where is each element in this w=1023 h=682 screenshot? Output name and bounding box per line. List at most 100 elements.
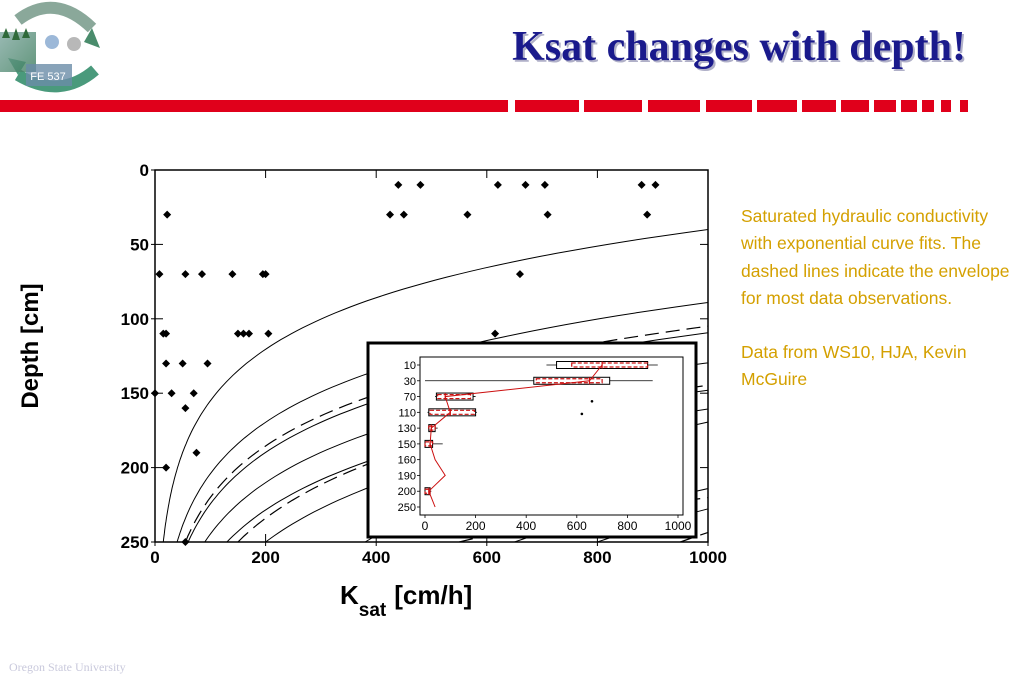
inset-box-red <box>424 488 431 494</box>
inset-box-red <box>428 425 436 431</box>
data-point <box>394 180 403 189</box>
data-point <box>203 359 212 368</box>
bar-segment <box>802 100 836 112</box>
data-point <box>515 270 524 279</box>
bar-segment <box>841 100 869 112</box>
data-point <box>163 210 172 219</box>
data-point <box>386 210 395 219</box>
inset-box <box>435 392 474 401</box>
x-tick-label: 400 <box>362 548 390 567</box>
x-axis-label-units: [cm/h] <box>394 580 472 610</box>
x-tick-label: 600 <box>473 548 501 567</box>
plot-frame <box>154 169 709 543</box>
inset-box-red <box>424 441 434 447</box>
y-tick-label: 150 <box>121 384 149 403</box>
description-paragraph-1: Saturated hydraulic conductivity with ex… <box>741 206 1010 308</box>
data-point <box>543 210 552 219</box>
bar-segment <box>941 100 951 112</box>
data-point <box>233 329 242 338</box>
data-point <box>167 389 176 398</box>
bar-segment <box>901 100 917 112</box>
x-axis-label: Ksat [cm/h] <box>340 580 472 621</box>
inset-x-tick-label: 0 <box>422 519 429 533</box>
inset-y-tick-label: 70 <box>404 392 416 404</box>
x-tick-label: 0 <box>150 548 159 567</box>
bar-segment <box>922 100 934 112</box>
title-underline-bar <box>0 100 968 112</box>
data-point <box>264 329 273 338</box>
inset-plot-frame <box>419 356 684 516</box>
y-tick-label: 50 <box>130 235 149 254</box>
data-point <box>521 180 530 189</box>
data-point <box>151 389 159 398</box>
inset-x-tick-label: 400 <box>516 519 536 533</box>
bar-segment <box>874 100 896 112</box>
inset-y-tick-label: 10 <box>404 360 416 372</box>
inset-y-tick-label: 160 <box>398 455 416 467</box>
inset-y-tick-label: 150 <box>398 439 416 451</box>
y-axis-label: Depth [cm] <box>17 283 44 408</box>
data-point <box>198 270 207 279</box>
data-point <box>463 210 472 219</box>
inset-box-red <box>571 362 649 368</box>
ws-logo-icon: FE 537 <box>0 1 100 93</box>
data-point <box>651 180 660 189</box>
x-tick-label: 200 <box>251 548 279 567</box>
description-paragraph-2: Data from WS10, HJA, Kevin McGuire <box>741 342 967 390</box>
inset-x-tick-label: 1000 <box>665 519 692 533</box>
inset-outlier <box>590 399 594 403</box>
fit-curve-dashed <box>237 384 708 542</box>
fit-curve-solid <box>707 541 708 542</box>
data-point <box>181 404 190 413</box>
data-point <box>399 210 408 219</box>
bar-segment <box>0 100 508 112</box>
bar-segment <box>584 100 642 112</box>
data-point <box>643 210 652 219</box>
inset-x-tick-label: 600 <box>567 519 587 533</box>
data-point <box>181 270 190 279</box>
inset-frame <box>366 341 698 539</box>
data-point <box>189 389 198 398</box>
data-point <box>155 270 164 279</box>
x-tick-label: 1000 <box>689 548 727 567</box>
logo-badge-text: FE 537 <box>30 71 65 83</box>
inset-outlier <box>580 412 584 416</box>
data-point <box>261 270 270 279</box>
inset-y-tick-label: 130 <box>398 423 416 435</box>
data-point <box>178 359 187 368</box>
inset-y-tick-label: 30 <box>404 376 416 388</box>
bar-segment <box>960 100 968 112</box>
inset-box <box>533 376 611 385</box>
data-point <box>493 180 502 189</box>
y-tick-label: 100 <box>121 310 149 329</box>
inset-box <box>428 408 477 417</box>
x-tick-label: 800 <box>583 548 611 567</box>
bar-segment <box>515 100 579 112</box>
inset-median-line <box>428 364 603 508</box>
data-point <box>637 180 646 189</box>
y-tick-label: 250 <box>121 533 149 552</box>
inset-x-tick-label: 800 <box>617 519 637 533</box>
footer-institution: Oregon State University <box>9 660 126 674</box>
data-point <box>228 270 237 279</box>
fit-curve-solid <box>162 229 708 542</box>
data-point <box>491 329 500 338</box>
inset-y-tick-label: 110 <box>398 407 416 419</box>
data-point <box>239 329 248 338</box>
y-tick-label: 200 <box>121 459 149 478</box>
bar-segment <box>757 100 797 112</box>
bar-segment <box>706 100 752 112</box>
inset-y-tick-label: 200 <box>398 486 416 498</box>
x-axis-label-main: K <box>340 580 359 610</box>
x-axis-label-sub: sat <box>359 600 387 621</box>
data-point <box>162 329 171 338</box>
data-point <box>162 359 171 368</box>
inset-y-tick-label: 250 <box>398 502 416 514</box>
inset-y-tick-label: 190 <box>398 470 416 482</box>
inset-x-tick-label: 200 <box>466 519 486 533</box>
fit-curve-solid <box>204 362 708 542</box>
data-point <box>540 180 549 189</box>
description-text: Saturated hydraulic conductivity with ex… <box>741 203 1016 394</box>
y-tick-label: 0 <box>140 161 149 180</box>
